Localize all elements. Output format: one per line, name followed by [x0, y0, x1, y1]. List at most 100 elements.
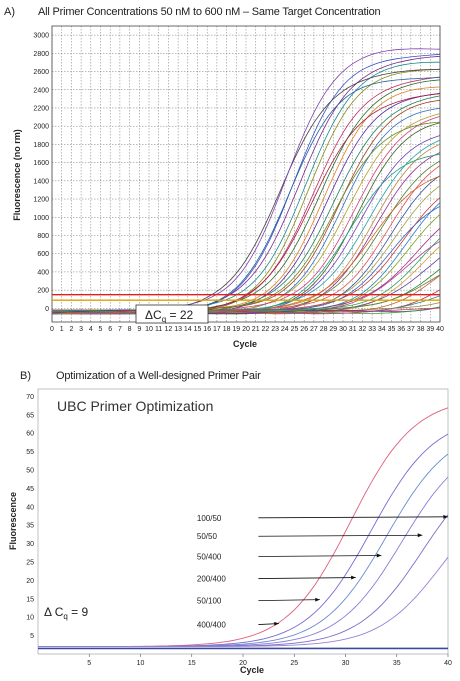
arrow-head — [376, 553, 382, 558]
x-tick-label: 28 — [320, 326, 328, 333]
chart-a-delta-cq-box: ΔCq = 22 — [135, 304, 209, 324]
y-tick-label: 1800 — [33, 142, 49, 149]
x-tick-label: 15 — [188, 660, 196, 667]
x-tick-label: 35 — [393, 660, 401, 667]
x-tick-label: 21 — [252, 326, 260, 333]
label-arrow — [258, 555, 382, 557]
chart-a-grid — [51, 25, 441, 323]
x-tick-label: 37 — [407, 326, 415, 333]
x-tick-label: 34 — [378, 326, 386, 333]
y-tick-label: 25 — [26, 559, 34, 566]
chart-b-series-labels: 100/50 50/50 50/400 200/400 50/100 400/400 — [197, 514, 449, 630]
x-tick-label: 20 — [239, 660, 247, 667]
x-tick-label: 17 — [213, 326, 221, 333]
x-tick-label: 5 — [87, 660, 91, 667]
y-tick-label: 1600 — [33, 160, 49, 167]
panel-b-title: Optimization of a Well-designed Primer P… — [56, 370, 261, 382]
arrow-head — [274, 621, 279, 626]
panel-a-label: A) — [4, 6, 15, 18]
label-arrow — [258, 599, 320, 602]
y-tick-label: 20 — [26, 578, 34, 585]
chart-a: 0 1 2 3 4 5 6 7 8 9 10 11 12 13 14 15 16 17 18 19 20 21 22 23 24… — [12, 25, 444, 349]
series-label: 50/400 — [197, 552, 222, 561]
series-line — [51, 302, 441, 315]
arrow-head — [443, 514, 448, 519]
y-tick-label: 70 — [26, 394, 34, 401]
x-tick-label: 5 — [99, 326, 103, 333]
x-tick-label: 32 — [359, 326, 367, 333]
x-tick-label: 30 — [342, 660, 350, 667]
x-tick-label: 35 — [388, 326, 396, 333]
y-tick-label: 1200 — [33, 197, 49, 204]
y-tick-label: 2600 — [33, 69, 49, 76]
y-tick-label: 0 — [45, 306, 49, 313]
x-tick-label: 6 — [108, 326, 112, 333]
chart-a-ylabel: Fluorescence (no rm) — [12, 129, 22, 221]
series-line — [52, 227, 441, 315]
label-arrow — [258, 534, 423, 537]
x-tick-label: 8 — [128, 326, 132, 333]
chart-b-series — [38, 407, 449, 650]
x-tick-label: 14 — [184, 326, 192, 333]
x-tick-label: 26 — [300, 326, 308, 333]
x-tick-label: 10 — [137, 660, 145, 667]
x-tick-label: 22 — [262, 326, 270, 333]
chart-b-xlabel: Cycle — [240, 665, 264, 675]
x-tick-label: 23 — [271, 326, 279, 333]
x-tick-label: 4 — [89, 326, 93, 333]
y-tick-label: 30 — [26, 541, 34, 548]
x-tick-label: 7 — [118, 326, 122, 333]
y-tick-label: 800 — [37, 233, 49, 240]
label-arrow — [258, 577, 356, 579]
arrow-head — [417, 533, 423, 538]
x-tick-label: 13 — [174, 326, 182, 333]
x-tick-label: 30 — [339, 326, 347, 333]
series-line — [51, 48, 441, 315]
y-tick-label: 600 — [37, 251, 49, 258]
y-tick-label: 2800 — [33, 51, 49, 58]
x-tick-label: 39 — [426, 326, 434, 333]
x-tick-label: 40 — [436, 326, 444, 333]
y-tick-label: 15 — [26, 596, 34, 603]
x-tick-label: 1 — [60, 326, 64, 333]
arrow-head — [315, 597, 320, 602]
chart-a-delta-cq: ΔCq = 22 — [145, 308, 193, 324]
y-tick-label: 45 — [26, 486, 34, 493]
y-tick-label: 65 — [26, 412, 34, 419]
y-tick-label: 10 — [26, 615, 34, 622]
series-label: 50/50 — [197, 532, 218, 541]
x-tick-label: 3 — [79, 326, 83, 333]
chart-a-series — [51, 48, 441, 315]
x-tick-label: 31 — [349, 326, 357, 333]
series-line — [38, 556, 449, 648]
chart-b-delta-cq: Δ Cq = 9 — [44, 605, 88, 621]
chart-a-frame — [51, 25, 441, 323]
series-line — [51, 307, 441, 315]
series-line — [51, 107, 441, 315]
x-tick-label: 19 — [232, 326, 240, 333]
y-tick-label: 400 — [37, 269, 49, 276]
x-tick-label: 2 — [69, 326, 73, 333]
x-tick-label: 9 — [137, 326, 141, 333]
x-tick-label: 0 — [50, 326, 54, 333]
y-tick-label: 200 — [37, 288, 49, 295]
chart-b-frame — [37, 388, 449, 655]
y-tick-label: 35 — [26, 523, 34, 530]
x-tick-label: 18 — [223, 326, 231, 333]
x-tick-label: 24 — [281, 326, 289, 333]
x-tick-label: 20 — [242, 326, 250, 333]
x-tick-label: 33 — [368, 326, 376, 333]
panel-a-title: All Primer Concentrations 50 nM to 600 n… — [38, 6, 381, 18]
x-tick-label: 40 — [444, 660, 452, 667]
y-tick-label: 60 — [26, 431, 34, 438]
series-label: 200/400 — [197, 575, 226, 584]
x-tick-label: 36 — [397, 326, 405, 333]
series-label: 100/50 — [197, 514, 222, 523]
chart-b-ylabel: Fluorescence — [8, 492, 18, 550]
x-tick-label: 27 — [310, 326, 318, 333]
series-label: 400/400 — [197, 621, 226, 630]
chart-b-inner-title: UBC Primer Optimization — [57, 398, 213, 414]
x-tick-label: 12 — [165, 326, 173, 333]
y-tick-label: 5 — [30, 633, 34, 640]
label-arrow — [258, 516, 449, 519]
